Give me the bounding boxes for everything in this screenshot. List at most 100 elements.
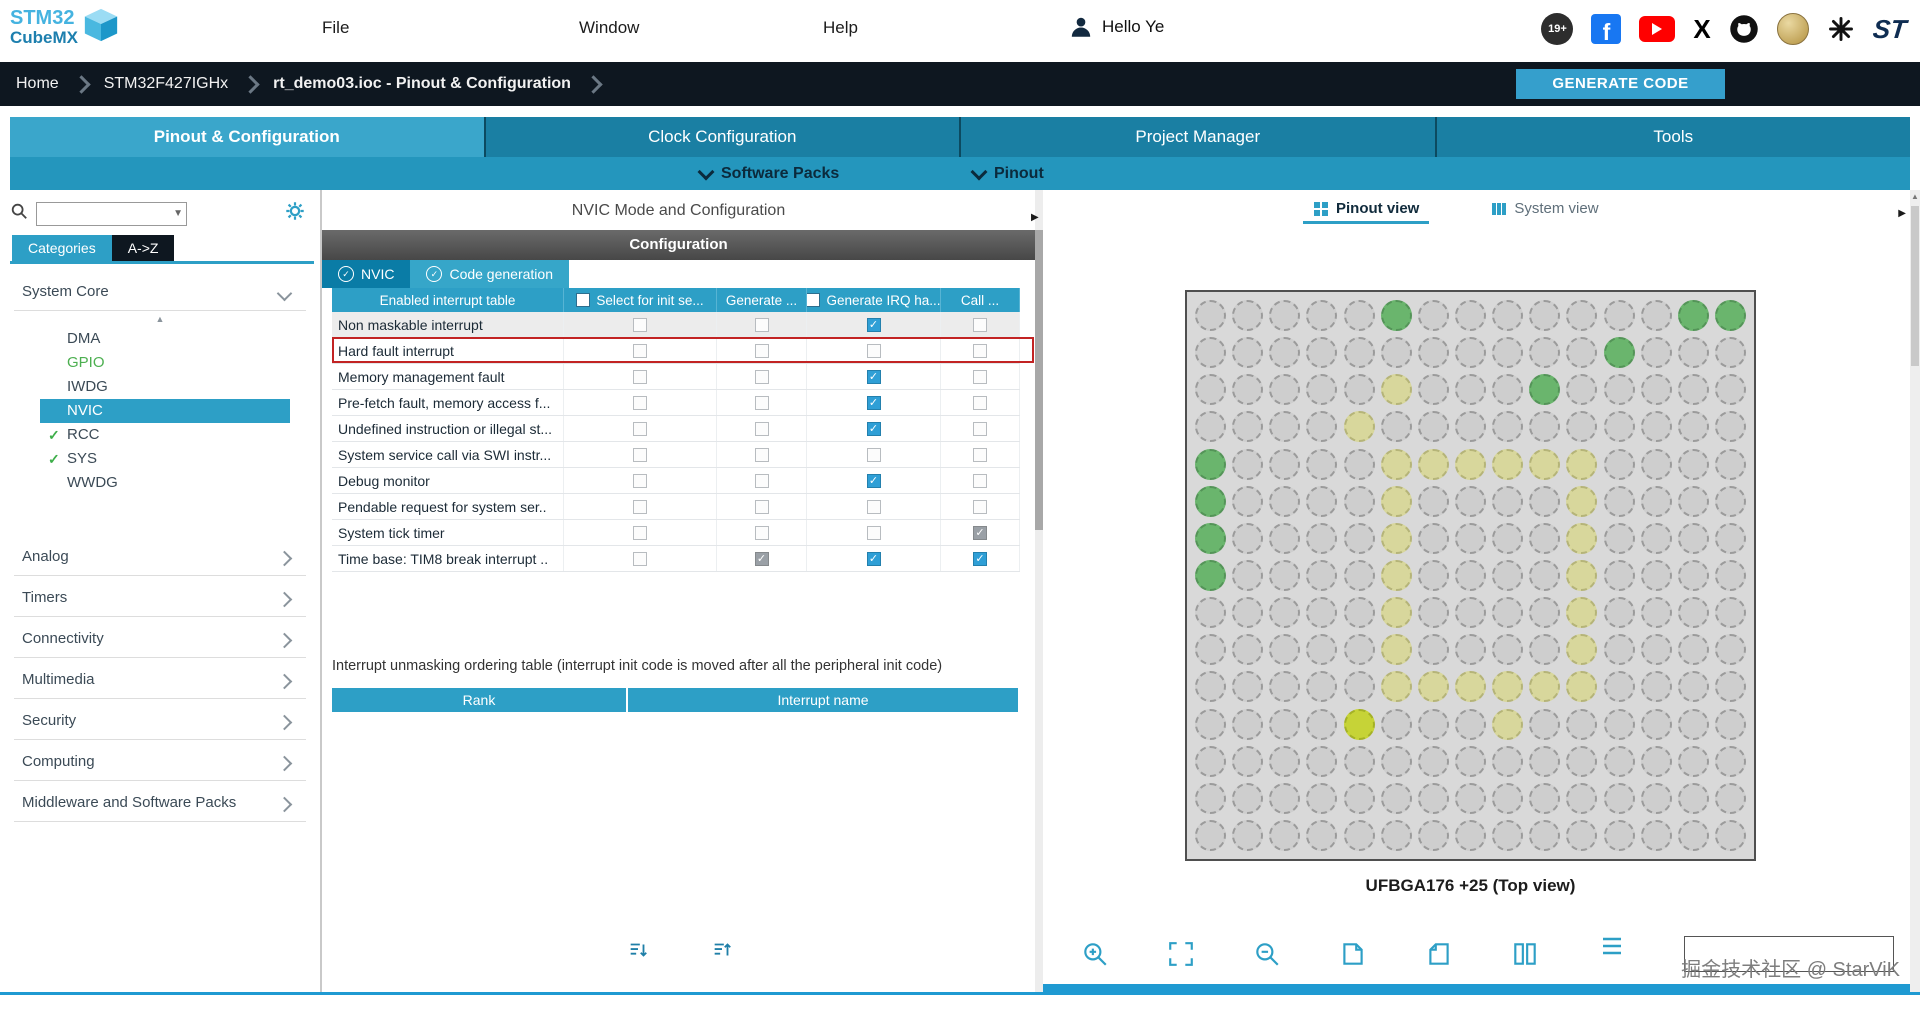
chip-pin[interactable] bbox=[1269, 782, 1301, 814]
pin-search-input[interactable] bbox=[1684, 936, 1894, 972]
chip-pin[interactable] bbox=[1603, 411, 1635, 443]
header-checkbox[interactable] bbox=[807, 293, 821, 307]
table-row[interactable]: Memory management fault ✓ bbox=[332, 364, 1020, 390]
chip-pin[interactable] bbox=[1232, 337, 1264, 369]
chip-pin[interactable] bbox=[1269, 597, 1301, 629]
chip-pin[interactable] bbox=[1640, 300, 1672, 332]
chip-pin[interactable] bbox=[1714, 300, 1746, 332]
chip-pin[interactable] bbox=[1492, 485, 1524, 517]
chip-pin[interactable] bbox=[1714, 337, 1746, 369]
sidebar-tab-a-z[interactable]: A->Z bbox=[111, 235, 175, 261]
chip-pin[interactable] bbox=[1640, 411, 1672, 443]
chip-pin[interactable] bbox=[1343, 671, 1375, 703]
chip-pin[interactable] bbox=[1380, 522, 1412, 554]
tab-clock-configuration[interactable]: Clock Configuration bbox=[485, 117, 961, 157]
chip-pin[interactable] bbox=[1566, 597, 1598, 629]
sort-descending-icon[interactable] bbox=[627, 939, 649, 966]
chip-pin[interactable] bbox=[1640, 634, 1672, 666]
chip-pin[interactable] bbox=[1417, 634, 1449, 666]
chip-pin[interactable] bbox=[1269, 745, 1301, 777]
chip-pin[interactable] bbox=[1714, 559, 1746, 591]
chip-pin[interactable] bbox=[1529, 300, 1561, 332]
chip-pin[interactable] bbox=[1566, 300, 1598, 332]
peripheral-search-input[interactable] bbox=[36, 201, 187, 226]
chip-pin[interactable] bbox=[1677, 374, 1709, 406]
chip-pin[interactable] bbox=[1269, 671, 1301, 703]
chip-pin[interactable] bbox=[1677, 300, 1709, 332]
checkbox[interactable] bbox=[973, 473, 987, 488]
chip-pin[interactable] bbox=[1195, 597, 1227, 629]
checkbox[interactable] bbox=[754, 369, 769, 384]
chip-pin[interactable] bbox=[1269, 559, 1301, 591]
chip-pin[interactable] bbox=[1529, 337, 1561, 369]
chip-pin[interactable] bbox=[1566, 745, 1598, 777]
chip-pin[interactable] bbox=[1454, 300, 1486, 332]
chip-pin[interactable] bbox=[1603, 522, 1635, 554]
checkbox[interactable] bbox=[973, 395, 987, 410]
wikipedia-globe-icon[interactable] bbox=[1776, 13, 1809, 45]
chip-pin[interactable] bbox=[1677, 559, 1709, 591]
checkbox[interactable] bbox=[633, 447, 647, 462]
chip-pin[interactable] bbox=[1677, 337, 1709, 369]
sidebar-item-iwdg[interactable]: IWDG bbox=[40, 375, 290, 399]
chip-pin[interactable] bbox=[1714, 745, 1746, 777]
table-row[interactable]: Non maskable interrupt ✓ bbox=[332, 312, 1020, 338]
sidebar-section-connectivity[interactable]: Connectivity bbox=[14, 617, 306, 658]
tab-project-manager[interactable]: Project Manager bbox=[961, 117, 1437, 157]
column-header-interrupt-name[interactable]: Interrupt name bbox=[628, 688, 1018, 712]
chip-pin[interactable] bbox=[1454, 448, 1486, 480]
checkbox[interactable] bbox=[866, 343, 881, 358]
chip-pin[interactable] bbox=[1677, 522, 1709, 554]
checkbox[interactable]: ✓ bbox=[973, 551, 987, 566]
chip-pin[interactable] bbox=[1492, 819, 1524, 851]
chip-pin[interactable] bbox=[1306, 337, 1338, 369]
chip-pin[interactable] bbox=[1195, 374, 1227, 406]
chip-pin[interactable] bbox=[1529, 671, 1561, 703]
chip-pin[interactable] bbox=[1380, 782, 1412, 814]
rotate-ccw-icon[interactable] bbox=[1339, 940, 1367, 968]
chip-pin[interactable] bbox=[1677, 819, 1709, 851]
chip-pin[interactable] bbox=[1195, 671, 1227, 703]
chip-pin[interactable] bbox=[1269, 634, 1301, 666]
checkbox[interactable] bbox=[633, 369, 647, 384]
chip-pin[interactable] bbox=[1677, 634, 1709, 666]
right-horizontal-scrollbar[interactable] bbox=[1043, 984, 1910, 992]
zoom-in-icon[interactable] bbox=[1081, 940, 1109, 968]
chip-pin[interactable] bbox=[1417, 300, 1449, 332]
chip-pin[interactable] bbox=[1232, 819, 1264, 851]
sidebar-item-sys[interactable]: ✓ SYS bbox=[40, 447, 290, 471]
rotate-cw-icon[interactable] bbox=[1425, 940, 1453, 968]
chip-pin[interactable] bbox=[1306, 522, 1338, 554]
chip-pin[interactable] bbox=[1380, 634, 1412, 666]
chip-pin[interactable] bbox=[1714, 374, 1746, 406]
chip-pin[interactable] bbox=[1603, 745, 1635, 777]
chip-pin[interactable] bbox=[1603, 819, 1635, 851]
chip-pin[interactable] bbox=[1343, 634, 1375, 666]
tab-pinout-view[interactable]: Pinout view bbox=[1302, 200, 1430, 224]
user-account[interactable]: Hello Ye bbox=[1068, 14, 1164, 40]
chip-pin[interactable] bbox=[1677, 671, 1709, 703]
chip-pin[interactable] bbox=[1454, 634, 1486, 666]
chip-pin[interactable] bbox=[1232, 559, 1264, 591]
chip-pin[interactable] bbox=[1343, 485, 1375, 517]
chip-pin[interactable] bbox=[1269, 522, 1301, 554]
chip-pin[interactable] bbox=[1603, 708, 1635, 740]
sidebar-item-wwdg[interactable]: WWDG bbox=[40, 471, 290, 495]
chip-pin[interactable] bbox=[1566, 819, 1598, 851]
chip-pin[interactable] bbox=[1640, 522, 1672, 554]
chip-pin[interactable] bbox=[1529, 782, 1561, 814]
checkbox[interactable] bbox=[973, 343, 987, 358]
chip-pin[interactable] bbox=[1195, 708, 1227, 740]
chip-pin[interactable] bbox=[1454, 671, 1486, 703]
chip-pin[interactable] bbox=[1714, 411, 1746, 443]
chip-pin[interactable] bbox=[1269, 411, 1301, 443]
checkbox[interactable] bbox=[866, 499, 881, 514]
chip-pin[interactable] bbox=[1417, 448, 1449, 480]
sidebar-section-security[interactable]: Security bbox=[14, 699, 306, 740]
chip-pin[interactable] bbox=[1714, 634, 1746, 666]
chip-pin[interactable] bbox=[1640, 485, 1672, 517]
chip-pin[interactable] bbox=[1269, 708, 1301, 740]
middle-vertical-scrollbar[interactable] bbox=[1035, 190, 1043, 992]
chip-pin[interactable] bbox=[1343, 411, 1375, 443]
chip-pin[interactable] bbox=[1714, 819, 1746, 851]
